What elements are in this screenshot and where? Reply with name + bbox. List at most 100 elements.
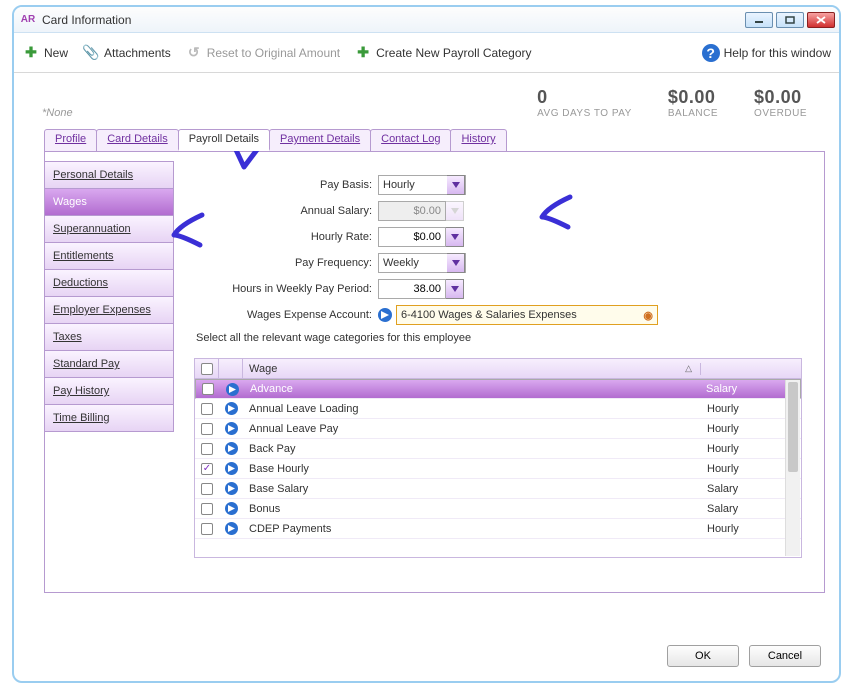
ok-button[interactable]: OK [667,645,739,667]
wages-account-label: Wages Expense Account: [194,309,378,321]
sidetab-personal-details[interactable]: Personal Details [44,161,174,189]
annual-salary-label: Annual Salary: [194,205,378,217]
pay-basis-label: Pay Basis: [194,179,378,191]
row-checkbox[interactable] [201,523,213,535]
table-row[interactable]: CDEP PaymentsHourly [195,519,801,539]
row-open-icon[interactable] [225,442,238,455]
chevron-down-icon[interactable] [446,279,464,299]
chevron-down-icon[interactable] [447,175,465,195]
create-category-label: Create New Payroll Category [376,46,531,60]
table-row[interactable]: BonusSalary [195,499,801,519]
tab-history[interactable]: History [450,129,506,151]
tab-card-details[interactable]: Card Details [96,129,179,151]
pay-frequency-label: Pay Frequency: [194,257,378,269]
chevron-down-icon[interactable] [446,227,464,247]
row-wage-name: Advance [244,383,700,395]
row-checkbox[interactable] [201,463,213,475]
plus-icon: ✚ [22,44,40,62]
pay-basis-select[interactable]: Hourly [378,175,466,195]
sidetab-employer-expenses[interactable]: Employer Expenses [44,296,174,324]
dialog-footer: OK Cancel [667,645,821,667]
attachments-button[interactable]: 📎 Attachments [82,44,171,62]
table-row[interactable]: Annual Leave PayHourly [195,419,801,439]
column-wage[interactable]: Wage△ [243,363,701,375]
sidetab-superannuation[interactable]: Superannuation [44,215,174,243]
row-checkbox[interactable] [201,423,213,435]
create-category-icon: ✚ [354,44,372,62]
tab-payroll-details[interactable]: Payroll Details [178,129,270,151]
row-open-icon[interactable] [225,462,238,475]
sidetab-time-billing[interactable]: Time Billing [44,404,174,432]
reset-icon: ↺ [185,44,203,62]
row-checkbox[interactable] [201,443,213,455]
side-tab-strip: Personal DetailsWagesSuperannuationEntit… [44,161,174,582]
lookup-icon[interactable] [378,308,392,322]
scrollbar-thumb[interactable] [788,382,798,472]
sort-asc-icon: △ [685,363,692,374]
new-button[interactable]: ✚ New [22,44,68,62]
app-logo: AR [18,12,38,28]
row-wage-name: CDEP Payments [243,523,701,535]
wages-account-input[interactable]: 6-4100 Wages & Salaries Expenses ◉ [396,305,658,325]
row-open-icon[interactable] [226,383,239,396]
window-title: Card Information [42,13,131,27]
pay-frequency-select[interactable]: Weekly [378,253,466,273]
wage-categories-table: Wage△ AdvanceSalaryAnnual Leave LoadingH… [194,358,802,558]
help-label: Help for this window [724,46,831,60]
tab-profile[interactable]: Profile [44,129,97,151]
chevron-down-icon[interactable] [447,253,465,273]
title-bar: AR Card Information [14,7,839,33]
row-open-icon[interactable] [225,522,238,535]
sidetab-taxes[interactable]: Taxes [44,323,174,351]
row-checkbox[interactable] [201,483,213,495]
cancel-button[interactable]: Cancel [749,645,821,667]
attachments-label: Attachments [104,46,171,60]
row-wage-name: Annual Leave Pay [243,423,701,435]
row-open-icon[interactable] [225,502,238,515]
minimize-button[interactable] [745,12,773,28]
new-label: New [44,46,68,60]
select-all-checkbox[interactable] [201,363,213,375]
table-row[interactable]: Base HourlyHourly [195,459,801,479]
row-open-icon[interactable] [225,422,238,435]
row-checkbox[interactable] [201,403,213,415]
wage-table-caption: Select all the relevant wage categories … [194,328,802,350]
tab-payment-details[interactable]: Payment Details [269,129,371,151]
row-wage-name: Base Salary [243,483,701,495]
row-checkbox[interactable] [202,383,214,395]
sidetab-wages[interactable]: Wages [44,188,174,216]
table-row[interactable]: Back PayHourly [195,439,801,459]
sidetab-pay-history[interactable]: Pay History [44,377,174,405]
maximize-button[interactable] [776,12,804,28]
row-checkbox[interactable] [201,503,213,515]
reset-button: ↺ Reset to Original Amount [185,44,340,62]
help-button[interactable]: ? Help for this window [702,44,831,62]
reset-label: Reset to Original Amount [207,46,340,60]
table-scrollbar[interactable] [785,380,800,556]
table-row[interactable]: Annual Leave LoadingHourly [195,399,801,419]
toolbar: ✚ New 📎 Attachments ↺ Reset to Original … [14,33,839,73]
sidetab-deductions[interactable]: Deductions [44,269,174,297]
hours-in-week-input[interactable] [378,279,446,299]
metric-avg-days: 0 AVG DAYS TO PAY [537,87,632,119]
table-row[interactable]: Base SalarySalary [195,479,801,499]
hourly-rate-input[interactable] [378,227,446,247]
card-name: *None [42,87,73,119]
dropdown-icon[interactable]: ◉ [643,309,653,322]
close-button[interactable] [807,12,835,28]
hourly-rate-label: Hourly Rate: [194,231,378,243]
table-header: Wage△ [195,359,801,379]
app-window: AR Card Information ✚ New 📎 Attachments … [12,5,841,683]
row-wage-name: Base Hourly [243,463,701,475]
row-wage-name: Bonus [243,503,701,515]
create-payroll-category-button[interactable]: ✚ Create New Payroll Category [354,44,531,62]
row-wage-name: Back Pay [243,443,701,455]
table-row[interactable]: AdvanceSalary [195,379,801,399]
attachments-icon: 📎 [82,44,100,62]
row-open-icon[interactable] [225,482,238,495]
annual-salary-input [378,201,446,221]
sidetab-standard-pay[interactable]: Standard Pay [44,350,174,378]
row-open-icon[interactable] [225,402,238,415]
tab-contact-log[interactable]: Contact Log [370,129,451,151]
sidetab-entitlements[interactable]: Entitlements [44,242,174,270]
